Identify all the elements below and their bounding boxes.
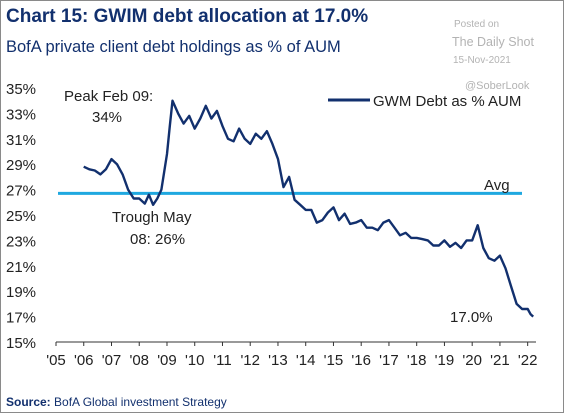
y-tick-label: 17% xyxy=(6,310,36,327)
y-tick-label: 23% xyxy=(6,233,36,250)
y-axis-ticks: 35% 33% 31% 29% 27% 25% 23% 21% 19% 17% 15% xyxy=(6,81,36,352)
x-tick-label: '17 xyxy=(379,352,399,369)
x-tick-label: '05 xyxy=(46,352,66,369)
source-note: Source: BofA Global investment Strategy xyxy=(6,395,227,409)
legend: GWM Debt as % AUM xyxy=(328,93,521,110)
legend-label: GWM Debt as % AUM xyxy=(373,93,521,110)
y-tick-label: 29% xyxy=(6,157,36,174)
annotation-label: Trough May xyxy=(112,209,192,226)
watermark-posted: Posted on xyxy=(454,19,500,30)
series-layer xyxy=(58,99,535,318)
x-tick-label: '13 xyxy=(268,352,288,369)
x-tick-label: '08 xyxy=(129,352,149,369)
axes xyxy=(55,341,536,346)
watermark-date: 15-Nov-2021 xyxy=(453,55,511,66)
annotation-label: Avg xyxy=(484,177,510,194)
y-tick-label: 21% xyxy=(6,259,36,276)
y-tick-label: 25% xyxy=(6,208,36,225)
y-tick-label: 27% xyxy=(6,183,36,200)
y-tick-label: 15% xyxy=(6,335,36,352)
x-tick-label: '06 xyxy=(74,352,94,369)
annotations: Peak Feb 09: 34% Trough May 08: 26% Avg 17.0% xyxy=(64,88,510,326)
x-tick-label: '09 xyxy=(157,352,177,369)
x-tick-label: '10 xyxy=(185,352,205,369)
x-tick-label: '12 xyxy=(240,352,260,369)
y-tick-label: 35% xyxy=(6,81,36,98)
chart-subtitle: BofA private client debt holdings as % o… xyxy=(6,38,341,56)
annotation-label: 08: 26% xyxy=(130,231,185,248)
y-tick-label: 31% xyxy=(6,132,36,149)
x-tick-label: '07 xyxy=(102,352,122,369)
x-tick-label: '18 xyxy=(407,352,427,369)
x-tick-label: '14 xyxy=(296,352,316,369)
annotation-label: Peak Feb 09: xyxy=(64,88,153,105)
watermark-site: The Daily Shot xyxy=(452,35,534,49)
x-tick-label: '22 xyxy=(518,352,538,369)
y-tick-label: 19% xyxy=(6,284,36,301)
debt-series-line xyxy=(83,99,535,318)
x-axis-ticks: '05 '06 '07 '08 '09 '10 '11 '12 '13 '14 '15 '16 '17 '… xyxy=(46,352,537,369)
annotation-label: 17.0% xyxy=(450,309,493,326)
x-tick-label: '11 xyxy=(213,352,231,369)
source-text: BofA Global investment Strategy xyxy=(50,395,227,409)
y-tick-label: 33% xyxy=(6,106,36,123)
x-tick-label: '16 xyxy=(351,352,371,369)
watermark-handle: @SoberLook xyxy=(465,80,530,92)
x-tick-label: '21 xyxy=(490,352,510,369)
x-tick-label: '15 xyxy=(324,352,344,369)
annotation-label: 34% xyxy=(92,109,122,126)
source-label: Source: xyxy=(6,395,51,409)
chart-title: Chart 15: GWIM debt allocation at 17.0% xyxy=(6,6,369,27)
x-tick-label: '20 xyxy=(462,352,482,369)
x-tick-label: '19 xyxy=(435,352,455,369)
